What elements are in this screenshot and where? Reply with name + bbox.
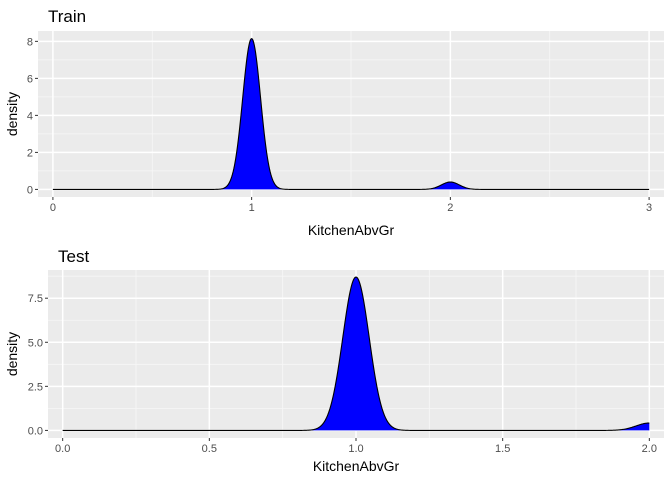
test-y-tick-label: 5.0 (28, 337, 43, 349)
test-density-area (62, 277, 650, 431)
test-y-tick-label: 7.5 (28, 293, 43, 305)
train-x-tick-label: 0 (50, 202, 56, 214)
test-y-axis-title: density (4, 332, 20, 376)
train-y-axis-title: density (4, 92, 20, 136)
test-x-tick-label: 0.5 (202, 443, 217, 455)
test-panel: Test 0.0 0.5 1.0 1.5 2.0 0.0 2.5 5.0 7.5 KitchenAb… (4, 247, 664, 474)
train-y-tick-label: 8 (27, 36, 33, 48)
train-y-tick-label: 2 (27, 147, 33, 159)
test-chart-title: Test (58, 247, 89, 266)
train-x-tick-label: 1 (249, 202, 255, 214)
train-x-tick-label: 2 (447, 202, 453, 214)
train-x-tick-label: 3 (646, 202, 652, 214)
test-x-tick-label: 1.0 (348, 443, 363, 455)
train-x-axis-title: KitchenAbvGr (308, 222, 395, 238)
train-y-tick-label: 4 (27, 110, 33, 122)
test-density-line (62, 276, 650, 431)
train-density-line (52, 37, 650, 190)
train-y-tick-label: 0 (27, 184, 33, 196)
test-x-tick-label: 2.0 (642, 443, 657, 455)
train-chart-title: Train (48, 7, 86, 26)
test-y-tick-label: 0.0 (28, 425, 43, 437)
test-x-tick-label: 0.0 (55, 443, 70, 455)
train-panel: Train 0 1 2 3 0 2 4 6 8 KitchenAbvGr density (4, 7, 664, 238)
test-x-axis-title: KitchenAbvGr (313, 458, 400, 474)
test-y-tick-label: 2.5 (28, 381, 43, 393)
train-y-tick-label: 6 (27, 73, 33, 85)
test-x-tick-label: 1.5 (495, 443, 510, 455)
